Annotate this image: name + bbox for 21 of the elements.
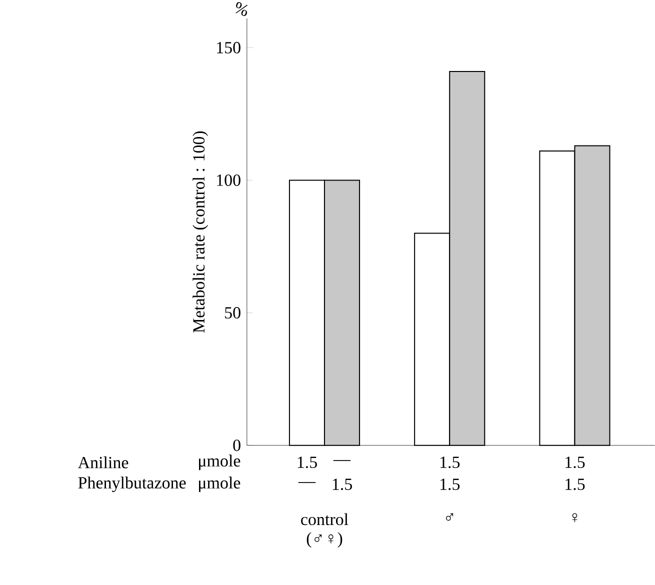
x-tick-label: ♂ [446,513,454,521]
x-tick-label: ♀ [572,513,578,522]
text: μmole [199,454,240,470]
text: 1.5 [440,478,460,490]
text: 1.5 [566,478,585,490]
y-tick-label: 150 [217,42,240,54]
text: 1.5 [440,456,460,468]
text: 1.5 [566,456,585,468]
text: 1.5 [298,456,317,468]
text: 1.5 [332,478,352,490]
text: Phenylbutazone [78,476,186,492]
text: Aniline [78,456,128,468]
x-tick-label: control (♂♀) [301,513,348,548]
y-axis-title: Metabolic rate (control : 100) [192,131,208,333]
y-tick-label: 50 [225,306,240,318]
text: μmole [199,476,240,492]
y-tick-label: 0 [233,439,240,451]
text: — [333,460,351,461]
text: — [298,482,316,483]
y-tick-label: 100 [217,174,240,186]
text: % [235,2,248,16]
